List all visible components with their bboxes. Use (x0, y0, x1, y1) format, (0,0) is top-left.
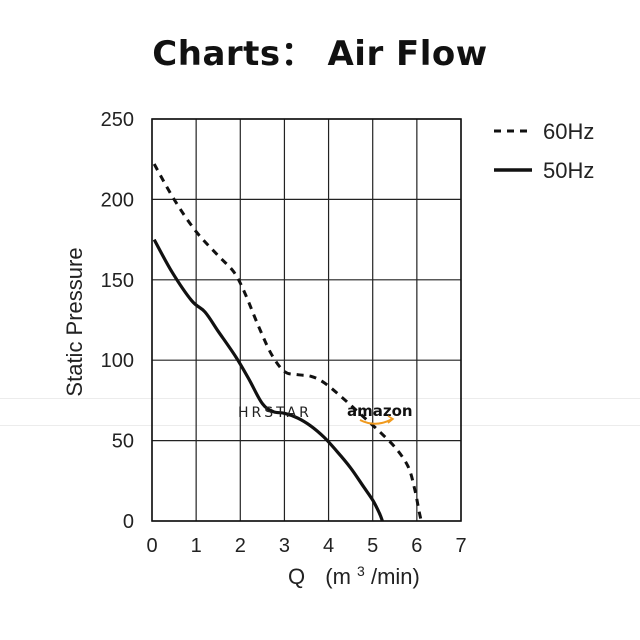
x-tick-label: 2 (235, 535, 246, 557)
brand-watermark: HRSTAR (238, 405, 312, 421)
x-tick-label: 6 (411, 535, 422, 557)
y-tick-label: 0 (123, 511, 134, 533)
x-tick-label: 1 (191, 535, 202, 557)
grid-lines (151, 118, 462, 522)
y-tick-label: 50 (112, 431, 134, 453)
amazon-smile-icon (359, 418, 393, 425)
x-axis-label-unit-sup: 3 (357, 563, 365, 579)
amazon-arrow-icon (387, 415, 395, 424)
y-axis-label: Static Pressure (62, 247, 87, 396)
y-tick-label: 200 (101, 189, 134, 211)
plot-frame (151, 118, 462, 522)
y-tick-label: 150 (101, 270, 134, 292)
x-axis-label-unit-pre: (m (325, 564, 351, 589)
series-curves (152, 163, 423, 522)
chart-title: Charts： Air Flow (152, 34, 488, 74)
y-tick-label: 250 (101, 109, 134, 131)
x-axis-label: Q (m 3 /min) (288, 556, 420, 589)
amazon-logo: amazon (347, 402, 413, 425)
x-tick-label: 3 (279, 535, 290, 557)
tick-labels: 0 1 2 3 4 5 6 7 0 50 100 150 200 250 (101, 109, 467, 557)
x-tick-label: 5 (367, 535, 378, 557)
x-axis-label-unit-post: /min) (371, 564, 420, 589)
y-tick-label: 100 (101, 350, 134, 372)
x-tick-label: 0 (146, 535, 157, 557)
x-axis-label-main: Q (288, 564, 305, 589)
series-line-60hz (152, 163, 423, 522)
legend: 60Hz 50Hz (494, 119, 594, 183)
background-band (0, 398, 640, 426)
x-tick-label: 4 (323, 535, 334, 557)
legend-label-50hz: 50Hz (543, 158, 594, 183)
series-line-50hz (152, 238, 384, 522)
x-tick-label: 7 (455, 535, 466, 557)
amazon-logo-text: amazon (347, 402, 413, 420)
legend-label-60hz: 60Hz (543, 119, 594, 144)
